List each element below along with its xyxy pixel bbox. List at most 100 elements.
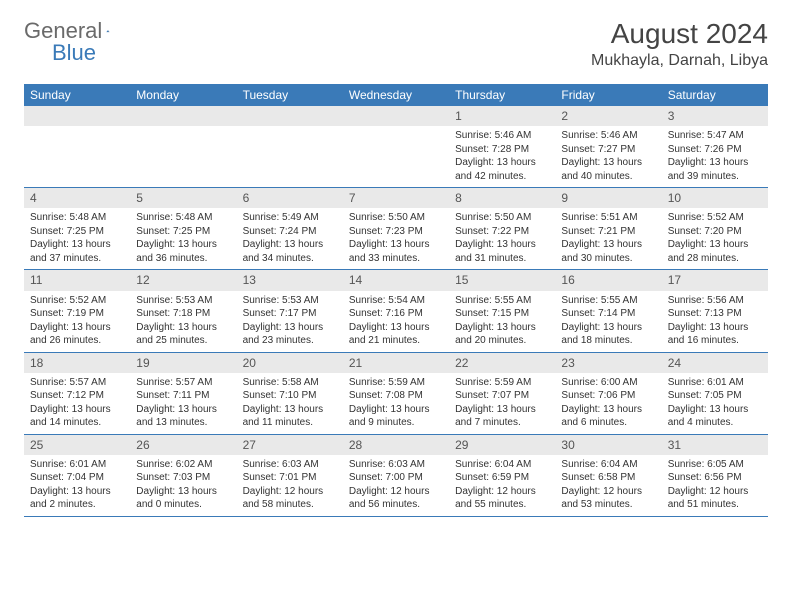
day-number: 22 — [449, 353, 555, 373]
cell-body: Sunrise: 5:57 AMSunset: 7:11 PMDaylight:… — [130, 373, 236, 434]
weekday-label: Monday — [130, 84, 236, 106]
daylight-line: Daylight: 13 hours and 18 minutes. — [561, 321, 655, 348]
sunset-line: Sunset: 7:28 PM — [455, 143, 549, 157]
cell-body: Sunrise: 5:48 AMSunset: 7:25 PMDaylight:… — [24, 208, 130, 269]
cell-body: Sunrise: 6:03 AMSunset: 7:01 PMDaylight:… — [237, 455, 343, 516]
sunset-line: Sunset: 7:07 PM — [455, 389, 549, 403]
day-number: 2 — [555, 106, 661, 126]
location-text: Mukhayla, Darnah, Libya — [591, 52, 768, 70]
day-number: 14 — [343, 270, 449, 290]
sunrise-line: Sunrise: 5:49 AM — [243, 211, 337, 225]
sunrise-line: Sunrise: 6:03 AM — [243, 458, 337, 472]
calendar-cell: 14Sunrise: 5:54 AMSunset: 7:16 PMDayligh… — [343, 270, 449, 351]
calendar-cell: 17Sunrise: 5:56 AMSunset: 7:13 PMDayligh… — [662, 270, 768, 351]
daylight-line: Daylight: 13 hours and 9 minutes. — [349, 403, 443, 430]
calendar-cell: 23Sunrise: 6:00 AMSunset: 7:06 PMDayligh… — [555, 353, 661, 434]
sunrise-line: Sunrise: 5:55 AM — [561, 294, 655, 308]
sunrise-line: Sunrise: 5:53 AM — [136, 294, 230, 308]
sunrise-line: Sunrise: 5:50 AM — [455, 211, 549, 225]
month-title: August 2024 — [591, 18, 768, 50]
daylight-line: Daylight: 13 hours and 7 minutes. — [455, 403, 549, 430]
cell-body: Sunrise: 6:03 AMSunset: 7:00 PMDaylight:… — [343, 455, 449, 516]
sunset-line: Sunset: 7:18 PM — [136, 307, 230, 321]
cell-body: Sunrise: 5:56 AMSunset: 7:13 PMDaylight:… — [662, 291, 768, 352]
day-number: 18 — [24, 353, 130, 373]
sunset-line: Sunset: 7:12 PM — [30, 389, 124, 403]
cell-body: Sunrise: 5:54 AMSunset: 7:16 PMDaylight:… — [343, 291, 449, 352]
sunset-line: Sunset: 6:58 PM — [561, 471, 655, 485]
sunrise-line: Sunrise: 6:05 AM — [668, 458, 762, 472]
daylight-line: Daylight: 13 hours and 23 minutes. — [243, 321, 337, 348]
day-number: 21 — [343, 353, 449, 373]
sunrise-line: Sunrise: 6:04 AM — [455, 458, 549, 472]
logo-text-blue: Blue — [52, 40, 96, 66]
daylight-line: Daylight: 13 hours and 37 minutes. — [30, 238, 124, 265]
sunrise-line: Sunrise: 5:48 AM — [30, 211, 124, 225]
cell-body: Sunrise: 5:51 AMSunset: 7:21 PMDaylight:… — [555, 208, 661, 269]
calendar-week: 4Sunrise: 5:48 AMSunset: 7:25 PMDaylight… — [24, 188, 768, 270]
empty-day-bar — [343, 106, 449, 126]
cell-body: Sunrise: 5:55 AMSunset: 7:15 PMDaylight:… — [449, 291, 555, 352]
daylight-line: Daylight: 12 hours and 53 minutes. — [561, 485, 655, 512]
daylight-line: Daylight: 13 hours and 16 minutes. — [668, 321, 762, 348]
sunset-line: Sunset: 7:05 PM — [668, 389, 762, 403]
calendar-cell: 24Sunrise: 6:01 AMSunset: 7:05 PMDayligh… — [662, 353, 768, 434]
sunrise-line: Sunrise: 6:00 AM — [561, 376, 655, 390]
calendar-cell: 2Sunrise: 5:46 AMSunset: 7:27 PMDaylight… — [555, 106, 661, 187]
sunrise-line: Sunrise: 6:02 AM — [136, 458, 230, 472]
calendar-cell: 30Sunrise: 6:04 AMSunset: 6:58 PMDayligh… — [555, 435, 661, 516]
daylight-line: Daylight: 13 hours and 25 minutes. — [136, 321, 230, 348]
weekday-label: Saturday — [662, 84, 768, 106]
calendar-week: 18Sunrise: 5:57 AMSunset: 7:12 PMDayligh… — [24, 353, 768, 435]
calendar-cell: 18Sunrise: 5:57 AMSunset: 7:12 PMDayligh… — [24, 353, 130, 434]
sunset-line: Sunset: 7:14 PM — [561, 307, 655, 321]
cell-body: Sunrise: 6:01 AMSunset: 7:04 PMDaylight:… — [24, 455, 130, 516]
daylight-line: Daylight: 13 hours and 4 minutes. — [668, 403, 762, 430]
weekday-label: Friday — [555, 84, 661, 106]
logo: General Blue — [24, 18, 130, 44]
day-number: 28 — [343, 435, 449, 455]
calendar-cell: 8Sunrise: 5:50 AMSunset: 7:22 PMDaylight… — [449, 188, 555, 269]
sunset-line: Sunset: 7:03 PM — [136, 471, 230, 485]
sunrise-line: Sunrise: 5:53 AM — [243, 294, 337, 308]
sunrise-line: Sunrise: 5:52 AM — [668, 211, 762, 225]
sunrise-line: Sunrise: 5:52 AM — [30, 294, 124, 308]
day-number: 15 — [449, 270, 555, 290]
day-number: 4 — [24, 188, 130, 208]
calendar-cell: 15Sunrise: 5:55 AMSunset: 7:15 PMDayligh… — [449, 270, 555, 351]
daylight-line: Daylight: 13 hours and 28 minutes. — [668, 238, 762, 265]
calendar-cell: 21Sunrise: 5:59 AMSunset: 7:08 PMDayligh… — [343, 353, 449, 434]
day-number: 6 — [237, 188, 343, 208]
sunset-line: Sunset: 7:20 PM — [668, 225, 762, 239]
calendar-cell: 9Sunrise: 5:51 AMSunset: 7:21 PMDaylight… — [555, 188, 661, 269]
calendar-cell: 22Sunrise: 5:59 AMSunset: 7:07 PMDayligh… — [449, 353, 555, 434]
calendar-cell: 20Sunrise: 5:58 AMSunset: 7:10 PMDayligh… — [237, 353, 343, 434]
sunrise-line: Sunrise: 5:46 AM — [561, 129, 655, 143]
sunset-line: Sunset: 7:26 PM — [668, 143, 762, 157]
daylight-line: Daylight: 12 hours and 51 minutes. — [668, 485, 762, 512]
day-number: 11 — [24, 270, 130, 290]
sunset-line: Sunset: 7:13 PM — [668, 307, 762, 321]
cell-body: Sunrise: 5:57 AMSunset: 7:12 PMDaylight:… — [24, 373, 130, 434]
cell-body: Sunrise: 5:52 AMSunset: 7:19 PMDaylight:… — [24, 291, 130, 352]
calendar-cell — [130, 106, 236, 187]
day-number: 30 — [555, 435, 661, 455]
daylight-line: Daylight: 13 hours and 26 minutes. — [30, 321, 124, 348]
calendar-cell: 1Sunrise: 5:46 AMSunset: 7:28 PMDaylight… — [449, 106, 555, 187]
cell-body: Sunrise: 6:00 AMSunset: 7:06 PMDaylight:… — [555, 373, 661, 434]
empty-day-bar — [24, 106, 130, 126]
day-number: 16 — [555, 270, 661, 290]
sunrise-line: Sunrise: 5:51 AM — [561, 211, 655, 225]
day-number: 5 — [130, 188, 236, 208]
day-number: 23 — [555, 353, 661, 373]
sunrise-line: Sunrise: 5:55 AM — [455, 294, 549, 308]
daylight-line: Daylight: 13 hours and 40 minutes. — [561, 156, 655, 183]
sunrise-line: Sunrise: 5:47 AM — [668, 129, 762, 143]
sunset-line: Sunset: 7:08 PM — [349, 389, 443, 403]
calendar-cell — [343, 106, 449, 187]
daylight-line: Daylight: 13 hours and 13 minutes. — [136, 403, 230, 430]
calendar-cell: 11Sunrise: 5:52 AMSunset: 7:19 PMDayligh… — [24, 270, 130, 351]
daylight-line: Daylight: 13 hours and 30 minutes. — [561, 238, 655, 265]
cell-body: Sunrise: 5:53 AMSunset: 7:17 PMDaylight:… — [237, 291, 343, 352]
calendar-week: 1Sunrise: 5:46 AMSunset: 7:28 PMDaylight… — [24, 106, 768, 188]
